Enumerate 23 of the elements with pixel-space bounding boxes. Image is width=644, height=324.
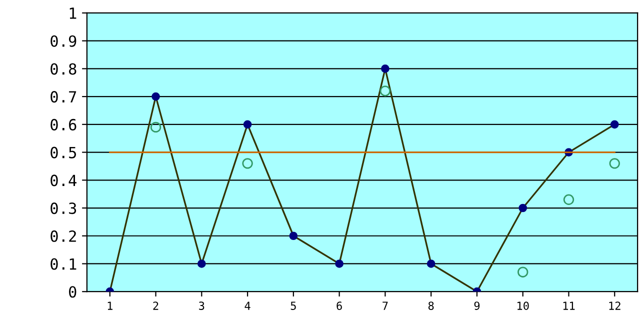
y-tick-label: 0 <box>69 286 76 298</box>
x-tick-label: 9 <box>474 302 480 310</box>
x-tick-label: 3 <box>199 302 204 310</box>
y-tick-label: 0.8 <box>50 63 76 75</box>
y-tick-label: 0.4 <box>50 174 76 186</box>
y-tick-label: 0.2 <box>50 230 76 242</box>
y-tick-label: 0.1 <box>50 258 76 270</box>
x-tick-label: 7 <box>382 302 388 310</box>
x-tick-label: 12 <box>609 302 620 310</box>
y-tick-label: 0.5 <box>50 146 76 158</box>
x-tick-label: 5 <box>290 302 296 310</box>
y-tick-label: 1 <box>70 8 76 19</box>
y-tick-label: 0.6 <box>50 118 76 130</box>
x-tick-label: 10 <box>517 302 529 310</box>
x-tick-label: 8 <box>428 302 434 310</box>
x-tick-label: 11 <box>563 302 575 310</box>
y-tick-label: 0.9 <box>50 35 76 47</box>
y-tick-label: 0.3 <box>50 202 76 214</box>
x-tick-label: 4 <box>244 302 250 310</box>
x-tick-label: 6 <box>336 302 342 310</box>
y-tick-label: 0.7 <box>50 91 76 103</box>
x-tick-label: 2 <box>153 302 158 310</box>
x-tick-label: 1 <box>108 302 112 310</box>
